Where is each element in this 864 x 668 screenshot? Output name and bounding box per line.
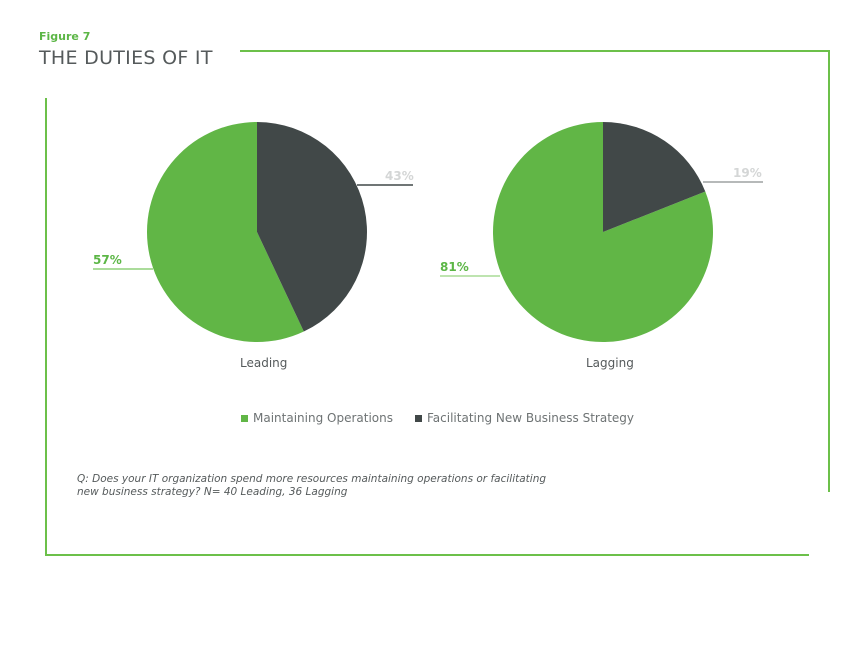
pie-slice-lagging-facilitating [603, 122, 706, 232]
footnote: Q: Does your IT organization spend more … [77, 473, 547, 498]
pie-slice-leading-facilitating [257, 122, 367, 332]
legend-label-maintaining: Maintaining Operations [253, 411, 393, 425]
legend-item-facilitating: Facilitating New Business Strategy [415, 411, 634, 425]
pct-lagging-maintaining: 81% [440, 260, 469, 274]
frame-right-line [828, 50, 830, 492]
legend-label-facilitating: Facilitating New Business Strategy [427, 411, 635, 425]
legend-item-maintaining: Maintaining Operations [241, 411, 393, 425]
pct-leading-facilitating: 43% [385, 169, 414, 183]
pct-lagging-facilitating: 19% [733, 166, 762, 180]
pie-label-lagging: Lagging [586, 356, 634, 370]
figure-label: Figure 7 [39, 30, 91, 43]
pct-leading-maintaining: 57% [93, 253, 122, 267]
legend-swatch-dark-icon [415, 414, 422, 422]
frame-top-line [240, 50, 830, 52]
pie-lagging [492, 122, 713, 342]
chart-title: THE DUTIES OF IT [39, 47, 213, 69]
pie-label-leading: Leading [240, 356, 288, 370]
legend-swatch-green-icon [241, 414, 248, 422]
frame-bottom-line [45, 554, 809, 556]
frame-left-line [45, 98, 47, 556]
legend: Maintaining Operations Facilitating New … [241, 411, 634, 425]
pie-slice-leading-maintaining [146, 121, 304, 342]
pie-leading [146, 121, 367, 342]
